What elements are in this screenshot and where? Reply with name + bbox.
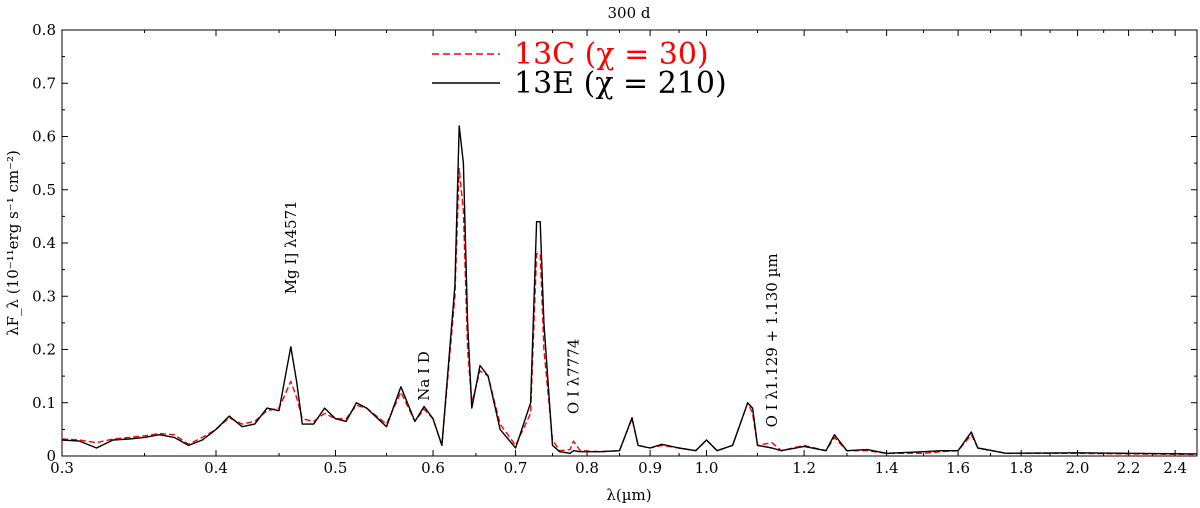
x-tick-label-1: 0.4 — [204, 459, 228, 477]
y-tick-label-7: 0.7 — [32, 74, 56, 92]
y-tick-label-6: 0.6 — [32, 128, 56, 146]
chart-title: 300 d — [607, 4, 650, 22]
y-axis-label: λF_λ (10⁻¹¹erg s⁻¹ cm⁻²) — [4, 150, 22, 336]
y-tick-label-5: 0.5 — [32, 181, 56, 199]
x-tick-label-8: 1.2 — [792, 459, 816, 477]
annotation-1: Na I D — [415, 351, 433, 401]
annotation-2: O I λ7774 — [565, 339, 583, 414]
x-tick-label-10: 1.6 — [946, 459, 970, 477]
y-tick-label-0: 0 — [46, 447, 56, 465]
x-tick-label-4: 0.7 — [504, 459, 528, 477]
x-tick-label-11: 1.8 — [1009, 459, 1033, 477]
x-tick-label-12: 2.0 — [1066, 459, 1090, 477]
x-tick-label-6: 0.9 — [638, 459, 662, 477]
x-axis-label: λ(µm) — [606, 486, 651, 504]
axis-tick-labels: 0.3 0.4 0.5 0.6 0.7 0.8 0.9 1.0 1.2 1.4 1.6 1.8 2.0 2… — [32, 21, 1187, 477]
x-tick-label-9: 1.4 — [875, 459, 899, 477]
annotation-3: O I λ1.129 + 1.130 µm — [763, 253, 781, 427]
legend-label-13e: 13E (χ = 210) — [514, 66, 727, 101]
annotations-group: Mg I] λ4571 Na I D O I λ7774 O I λ1.129 + 1… — [282, 200, 781, 427]
x-tick-label-7: 1.0 — [695, 459, 719, 477]
x-tick-label-2: 0.5 — [324, 459, 348, 477]
x-tick-label-3: 0.6 — [421, 459, 445, 477]
axis-ticks — [61, 29, 1197, 457]
y-tick-label-2: 0.2 — [32, 341, 56, 359]
legend-label-13c: 13C (χ = 30) — [514, 37, 709, 72]
y-tick-label-4: 0.4 — [32, 234, 56, 252]
series-line-1 — [61, 125, 1198, 455]
x-tick-label-13: 2.2 — [1117, 459, 1141, 477]
series-line-0 — [61, 167, 1198, 456]
annotation-0: Mg I] λ4571 — [282, 200, 300, 294]
x-tick-label-0: 0.3 — [50, 459, 74, 477]
series-group — [61, 125, 1198, 456]
y-tick-label-1: 0.1 — [32, 394, 56, 412]
legend: 13C (χ = 30) 13E (χ = 210) — [432, 37, 727, 101]
y-tick-label-3: 0.3 — [32, 287, 56, 305]
x-tick-label-14: 2.4 — [1163, 459, 1187, 477]
y-tick-label-8: 0.8 — [32, 21, 56, 39]
x-tick-label-5: 0.8 — [575, 459, 599, 477]
